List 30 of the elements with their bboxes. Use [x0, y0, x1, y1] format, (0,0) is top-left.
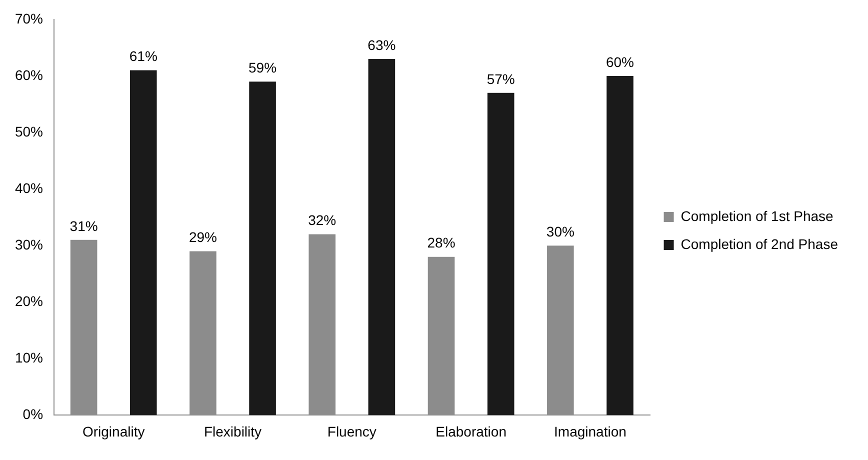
x-tick-label: Elaboration	[436, 423, 506, 440]
y-tick-label: 20%	[14, 292, 44, 309]
x-tick-label: Flexibility	[204, 423, 262, 440]
data-label: 29%	[188, 229, 217, 246]
bar	[606, 76, 634, 416]
x-tick-label: Fluency	[327, 423, 376, 440]
legend-label: Completion of 1st Phase	[680, 208, 834, 224]
data-label: 63%	[368, 36, 396, 53]
y-tick-label: 40%	[14, 180, 44, 196]
x-tick-label: Originality	[82, 423, 145, 440]
data-label: 30%	[546, 223, 574, 240]
data-label: 59%	[248, 59, 277, 76]
data-label: 31%	[70, 218, 98, 234]
bar	[249, 82, 276, 416]
y-tick-label: 0%	[22, 406, 44, 422]
y-tick-label: 30%	[14, 236, 44, 252]
bar	[368, 58, 396, 416]
x-tick-label: Imagination	[554, 423, 626, 440]
y-tick-label: 50%	[14, 123, 44, 140]
data-label: 28%	[427, 234, 456, 251]
y-tick-label: 10%	[14, 350, 44, 366]
y-tick-label: 60%	[14, 66, 44, 83]
data-label: 57%	[486, 70, 515, 87]
bar	[130, 70, 157, 416]
data-label: 32%	[308, 212, 336, 228]
data-label: 61%	[129, 48, 158, 64]
y-tick-label: 70%	[14, 10, 44, 26]
data-label: 60%	[606, 54, 634, 70]
legend-label: Completion of 2nd Phase	[680, 236, 838, 252]
bar	[487, 92, 514, 416]
